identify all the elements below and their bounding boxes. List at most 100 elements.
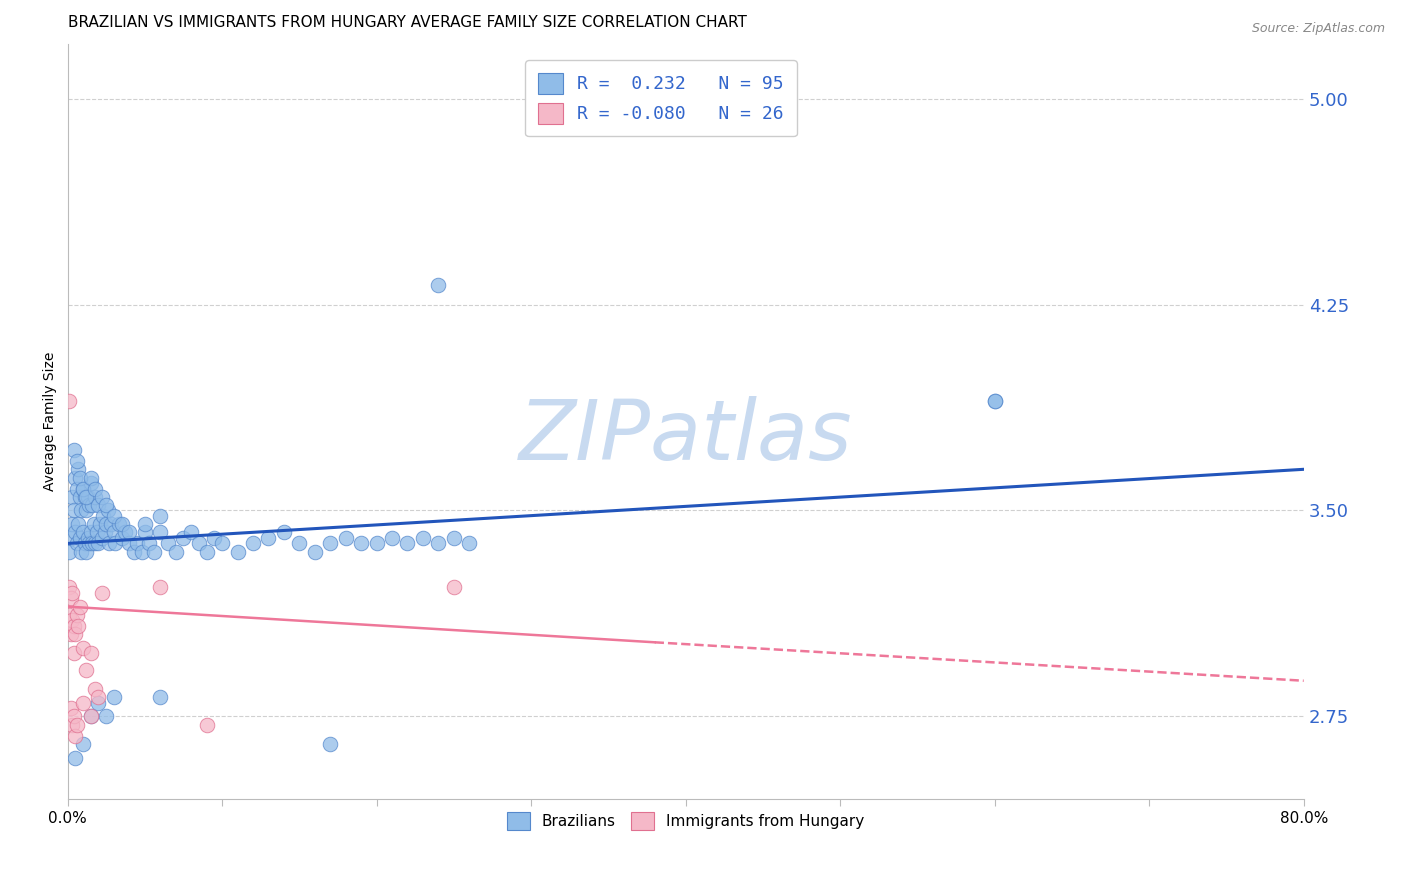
Point — [165, 544, 187, 558]
Text: ZIPatlas: ZIPatlas — [519, 396, 852, 477]
Point — [83, 517, 105, 532]
Point — [84, 536, 107, 550]
Point — [427, 536, 450, 550]
Point — [111, 517, 134, 532]
Point — [149, 525, 172, 540]
Point — [73, 536, 96, 550]
Point — [90, 490, 112, 504]
Point — [118, 536, 141, 550]
Point — [66, 454, 89, 468]
Point — [72, 482, 94, 496]
Point — [90, 586, 112, 600]
Point — [75, 490, 97, 504]
Point — [983, 393, 1005, 408]
Point — [335, 531, 357, 545]
Point — [983, 393, 1005, 408]
Point — [60, 613, 83, 627]
Legend: Brazilians, Immigrants from Hungary: Brazilians, Immigrants from Hungary — [501, 805, 870, 837]
Point — [226, 544, 249, 558]
Point — [96, 498, 118, 512]
Point — [149, 690, 172, 705]
Point — [67, 462, 90, 476]
Point — [62, 709, 84, 723]
Point — [412, 531, 434, 545]
Point — [396, 536, 419, 550]
Point — [125, 536, 148, 550]
Point — [257, 531, 280, 545]
Point — [66, 536, 89, 550]
Point — [60, 490, 83, 504]
Point — [288, 536, 311, 550]
Y-axis label: Average Family Size: Average Family Size — [44, 351, 58, 491]
Point — [100, 517, 122, 532]
Point — [58, 393, 80, 408]
Point — [62, 646, 84, 660]
Point — [114, 525, 136, 540]
Point — [103, 525, 125, 540]
Point — [304, 544, 326, 558]
Point — [87, 690, 110, 705]
Point — [131, 544, 153, 558]
Point — [80, 476, 103, 491]
Point — [69, 599, 91, 614]
Point — [84, 490, 107, 504]
Point — [427, 278, 450, 293]
Point — [366, 536, 388, 550]
Point — [458, 536, 481, 550]
Point — [58, 544, 80, 558]
Point — [72, 525, 94, 540]
Point — [107, 517, 129, 532]
Point — [381, 531, 404, 545]
Point — [89, 517, 111, 532]
Point — [96, 709, 118, 723]
Point — [65, 627, 87, 641]
Point — [58, 607, 80, 622]
Point — [149, 581, 172, 595]
Point — [77, 536, 100, 550]
Point — [211, 536, 233, 550]
Point — [103, 508, 125, 523]
Point — [60, 717, 83, 731]
Point — [62, 503, 84, 517]
Point — [80, 525, 103, 540]
Point — [134, 517, 156, 532]
Point — [59, 701, 82, 715]
Point — [75, 503, 97, 517]
Point — [91, 508, 114, 523]
Point — [134, 525, 156, 540]
Point — [149, 508, 172, 523]
Point — [87, 536, 110, 550]
Text: Source: ZipAtlas.com: Source: ZipAtlas.com — [1251, 22, 1385, 36]
Point — [59, 531, 82, 545]
Point — [80, 709, 103, 723]
Point — [82, 536, 104, 550]
Point — [443, 581, 465, 595]
Point — [69, 470, 91, 484]
Point — [350, 536, 373, 550]
Point — [138, 536, 160, 550]
Point — [72, 737, 94, 751]
Point — [103, 690, 125, 705]
Point — [69, 490, 91, 504]
Point — [80, 470, 103, 484]
Point — [72, 696, 94, 710]
Point — [76, 490, 98, 504]
Point — [319, 737, 342, 751]
Point — [58, 581, 80, 595]
Point — [67, 517, 90, 532]
Point — [65, 729, 87, 743]
Point — [104, 536, 127, 550]
Point — [111, 531, 134, 545]
Point — [65, 470, 87, 484]
Point — [118, 525, 141, 540]
Point — [69, 531, 91, 545]
Point — [242, 536, 264, 550]
Point — [319, 536, 342, 550]
Point — [72, 640, 94, 655]
Point — [66, 717, 89, 731]
Point — [65, 525, 87, 540]
Point — [77, 498, 100, 512]
Point — [67, 619, 90, 633]
Point — [73, 490, 96, 504]
Point — [90, 531, 112, 545]
